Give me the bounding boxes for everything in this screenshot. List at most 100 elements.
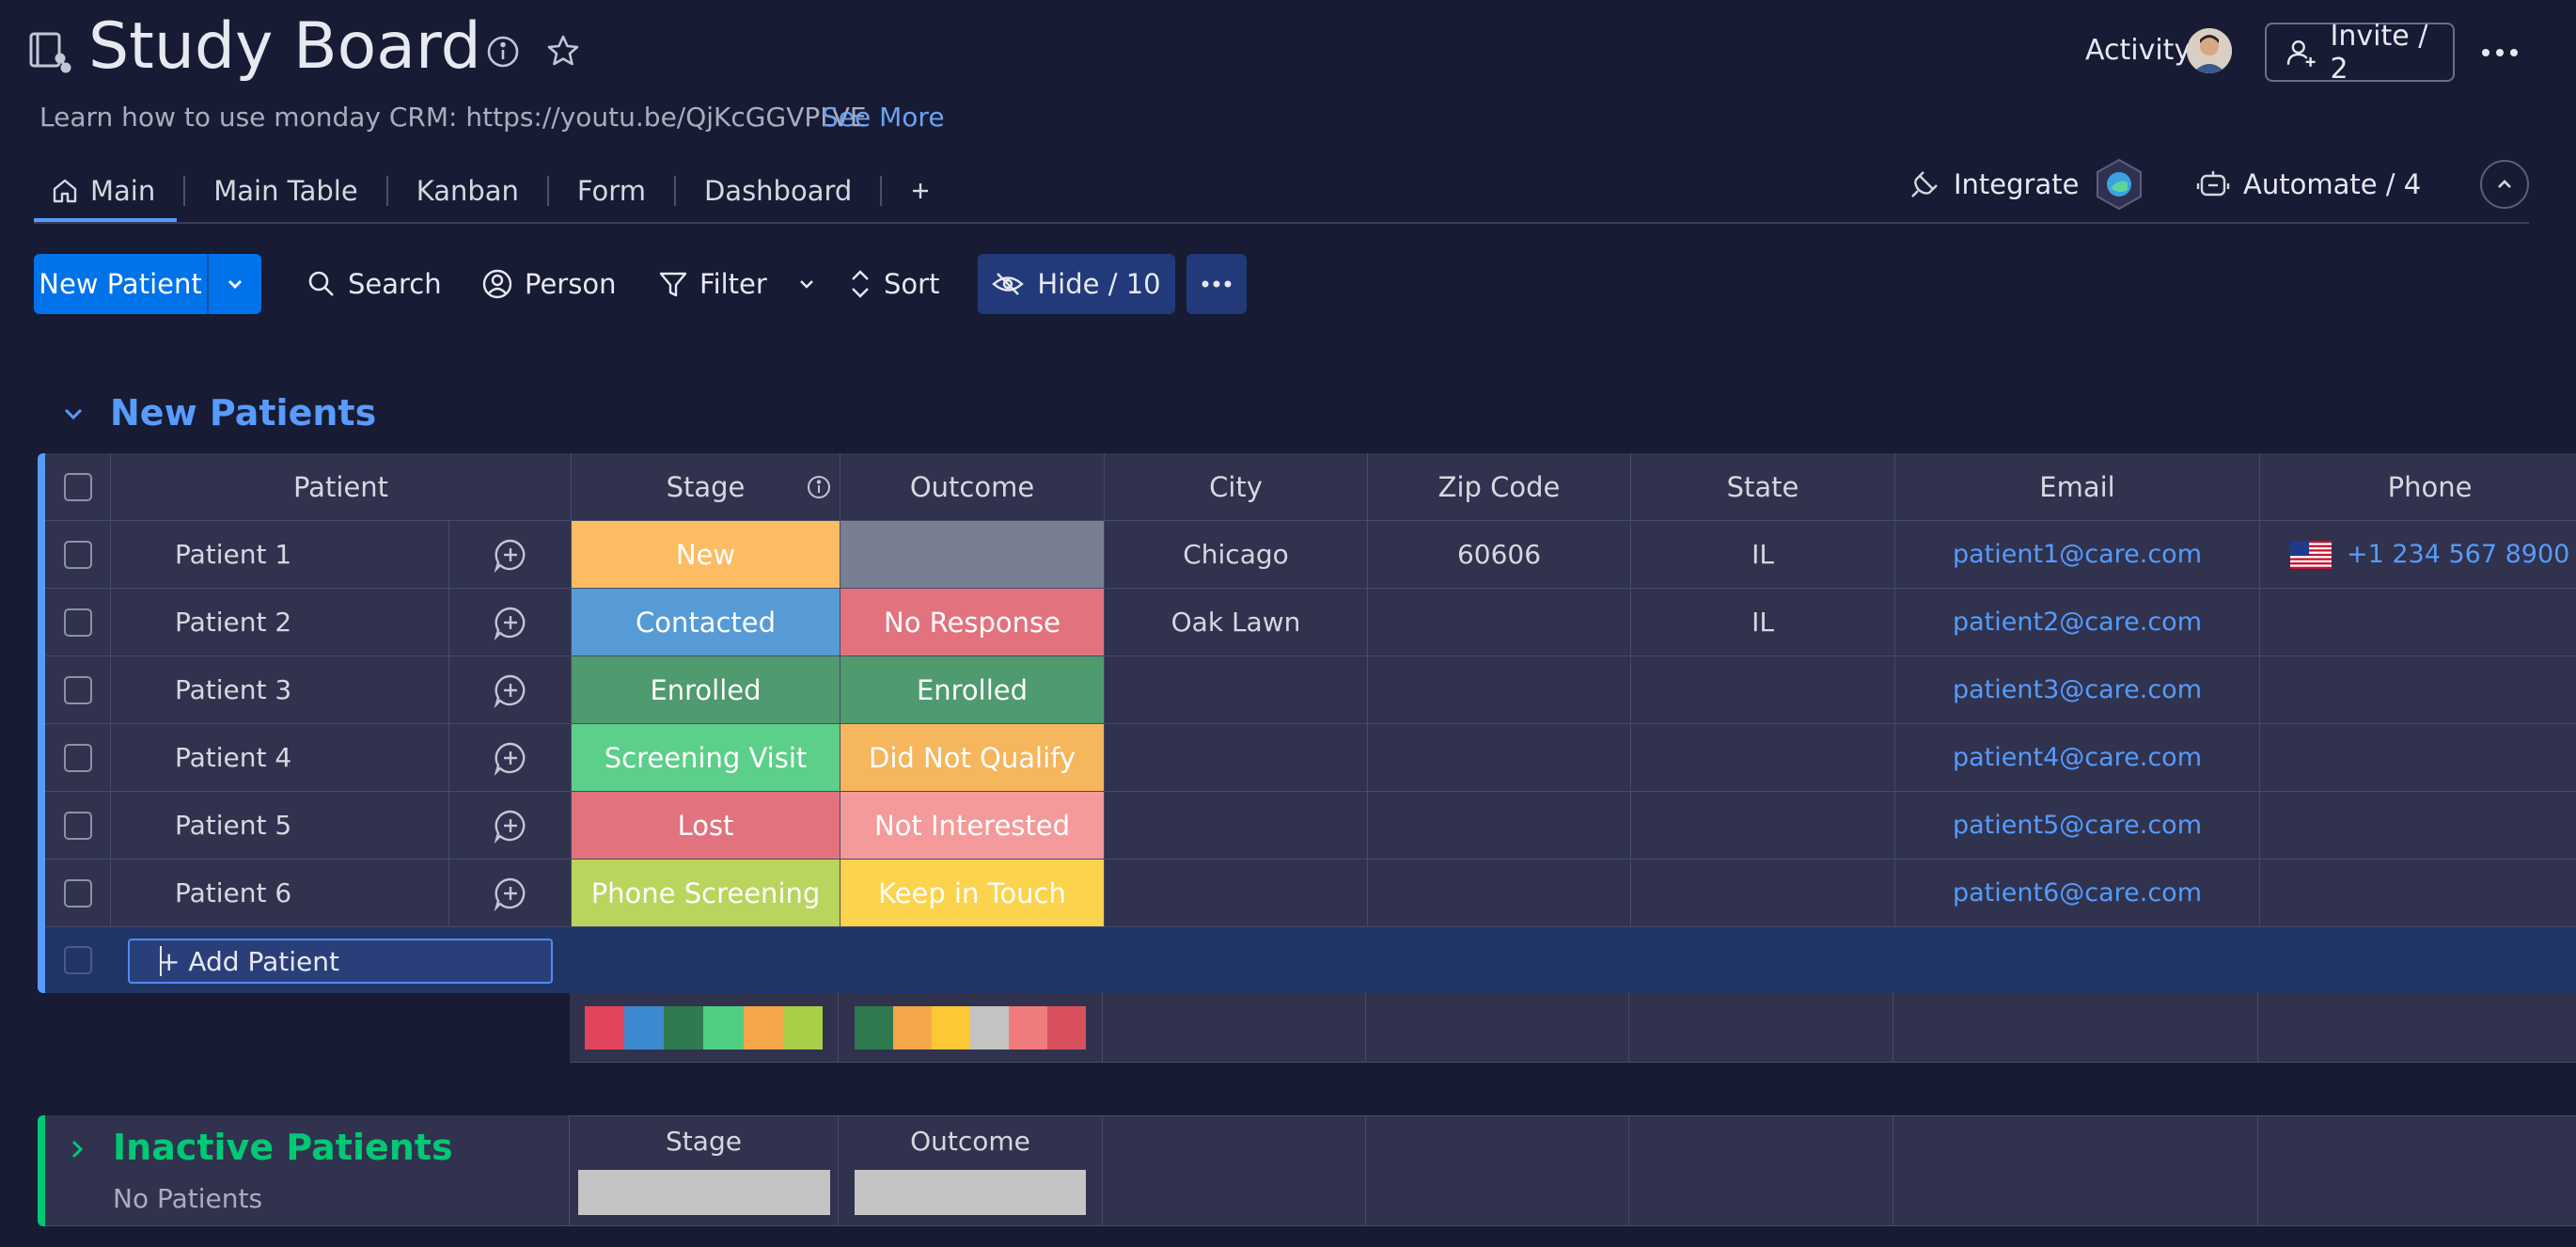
outcome-status-cell[interactable]: Did Not Qualify — [840, 724, 1105, 792]
table-row[interactable]: Patient 4 Screening Visit Did Not Qualify p… — [45, 724, 2576, 792]
add-patient-input[interactable]: + Add Patient — [128, 939, 553, 984]
column-header-patient[interactable]: Patient — [111, 453, 572, 521]
stage-status-cell[interactable]: Lost — [572, 792, 840, 860]
patient-name[interactable]: Patient 4 — [175, 742, 292, 773]
search-button[interactable]: Search — [306, 254, 442, 314]
state-cell[interactable] — [1631, 656, 1895, 724]
phone-cell[interactable] — [2260, 860, 2576, 927]
column-header-phone[interactable]: Phone — [2260, 453, 2576, 521]
group-title[interactable]: New Patients — [110, 392, 377, 434]
patient-name[interactable]: Patient 6 — [175, 877, 292, 908]
tab-main-table[interactable]: Main Table — [185, 171, 385, 211]
patient-name[interactable]: Patient 1 — [175, 539, 292, 570]
outcome-status-cell[interactable] — [840, 521, 1105, 589]
outcome-status-cell[interactable]: No Response — [840, 589, 1105, 656]
filter-button[interactable]: Filter — [658, 254, 818, 314]
zip-cell[interactable] — [1368, 860, 1631, 927]
stage-status-cell[interactable]: Contacted — [572, 589, 840, 656]
table-row[interactable]: Patient 3 Enrolled Enrolled patient3@care.c… — [45, 656, 2576, 724]
tab-dashboard[interactable]: Dashboard — [676, 171, 880, 211]
column-header-email[interactable]: Email — [1895, 453, 2260, 521]
state-cell[interactable] — [1631, 860, 1895, 927]
star-icon[interactable] — [544, 32, 582, 70]
email-cell[interactable]: patient5@care.com — [1895, 792, 2260, 860]
city-cell[interactable] — [1105, 724, 1368, 792]
new-patient-dropdown[interactable] — [209, 254, 261, 314]
state-cell[interactable] — [1631, 724, 1895, 792]
city-cell[interactable]: Oak Lawn — [1105, 589, 1368, 656]
info-icon[interactable] — [806, 474, 832, 500]
email-cell[interactable]: patient4@care.com — [1895, 724, 2260, 792]
outcome-summary[interactable] — [839, 993, 1103, 1063]
column-header-city[interactable]: City — [1105, 453, 1368, 521]
zip-cell[interactable]: 60606 — [1368, 521, 1631, 589]
city-cell[interactable] — [1105, 792, 1368, 860]
city-cell[interactable]: Chicago — [1105, 521, 1368, 589]
sort-button[interactable]: Sort — [848, 254, 939, 314]
column-header-outcome[interactable]: Outcome — [840, 453, 1105, 521]
outcome-status-cell[interactable]: Not Interested — [840, 792, 1105, 860]
city-cell[interactable] — [1105, 656, 1368, 724]
stage-status-cell[interactable]: Phone Screening — [572, 860, 840, 927]
email-link[interactable]: patient1@care.com — [1952, 540, 2203, 569]
email-link[interactable]: patient5@care.com — [1952, 811, 2203, 840]
outcome-status-cell[interactable]: Keep in Touch — [840, 860, 1105, 927]
table-row[interactable]: Patient 2 Contacted No Response Oak Lawn IL p… — [45, 589, 2576, 656]
tab-main[interactable]: Main — [34, 171, 183, 211]
phone-cell[interactable] — [2260, 589, 2576, 656]
column-header-zip[interactable]: Zip Code — [1368, 453, 1631, 521]
tab-kanban[interactable]: Kanban — [388, 171, 547, 211]
integrate-button[interactable]: Integrate — [1908, 156, 2146, 213]
zip-cell[interactable] — [1368, 792, 1631, 860]
phone-number[interactable]: +1 234 567 8900 — [2347, 540, 2570, 569]
automate-button[interactable]: Automate / 4 — [2196, 156, 2421, 213]
board-title[interactable]: Study Board — [88, 9, 481, 84]
email-link[interactable]: patient4@care.com — [1952, 743, 2203, 772]
phone-cell[interactable] — [2260, 656, 2576, 724]
group-expand-icon[interactable] — [64, 1136, 90, 1162]
updates-cell[interactable] — [449, 656, 572, 724]
patient-name[interactable]: Patient 3 — [175, 674, 292, 705]
stage-status-cell[interactable]: Screening Visit — [572, 724, 840, 792]
email-cell[interactable]: patient1@care.com — [1895, 521, 2260, 589]
updates-cell[interactable] — [449, 521, 572, 589]
group-collapse-icon[interactable] — [58, 399, 88, 429]
zip-cell[interactable] — [1368, 656, 1631, 724]
email-link[interactable]: patient3@care.com — [1952, 675, 2203, 704]
table-row[interactable]: Patient 1 New Chicago 60606 IL patient1@care.… — [45, 521, 2576, 589]
patient-name-cell[interactable]: Patient 3 — [111, 656, 449, 724]
phone-cell[interactable]: +1 234 567 8900 — [2260, 521, 2576, 589]
stage-status-cell[interactable]: New — [572, 521, 840, 589]
inactive-column-stage[interactable]: Stage — [570, 1115, 839, 1226]
updates-cell[interactable] — [449, 589, 572, 656]
updates-cell[interactable] — [449, 724, 572, 792]
zip-cell[interactable] — [1368, 724, 1631, 792]
activity-button[interactable]: Activity — [2085, 34, 2191, 67]
patient-name-cell[interactable]: Patient 6 — [111, 860, 449, 927]
outcome-status-cell[interactable]: Enrolled — [840, 656, 1105, 724]
email-link[interactable]: patient6@care.com — [1952, 878, 2203, 908]
inactive-group-title[interactable]: Inactive Patients — [113, 1127, 453, 1168]
column-header-state[interactable]: State — [1631, 453, 1895, 521]
phone-cell[interactable] — [2260, 724, 2576, 792]
state-cell[interactable] — [1631, 792, 1895, 860]
updates-cell[interactable] — [449, 792, 572, 860]
tab-form[interactable]: Form — [549, 171, 674, 211]
hide-columns-button[interactable]: Hide / 10 — [978, 254, 1175, 314]
row-checkbox[interactable] — [63, 878, 92, 908]
row-checkbox[interactable] — [63, 743, 92, 772]
table-row[interactable]: Patient 6 Phone Screening Keep in Touch pat… — [45, 860, 2576, 927]
email-cell[interactable]: patient6@care.com — [1895, 860, 2260, 927]
state-cell[interactable]: IL — [1631, 589, 1895, 656]
more-options-icon[interactable] — [2478, 34, 2521, 71]
row-checkbox[interactable] — [63, 540, 92, 569]
patient-name[interactable]: Patient 2 — [175, 607, 292, 638]
patient-name[interactable]: Patient 5 — [175, 810, 292, 841]
email-link[interactable]: patient2@care.com — [1952, 608, 2203, 637]
row-checkbox[interactable] — [63, 811, 92, 840]
select-all-checkbox[interactable] — [63, 472, 92, 501]
new-patient-button[interactable]: New Patient — [34, 254, 261, 314]
stage-summary[interactable] — [570, 993, 839, 1063]
city-cell[interactable] — [1105, 860, 1368, 927]
collapse-header-button[interactable] — [2480, 160, 2529, 209]
